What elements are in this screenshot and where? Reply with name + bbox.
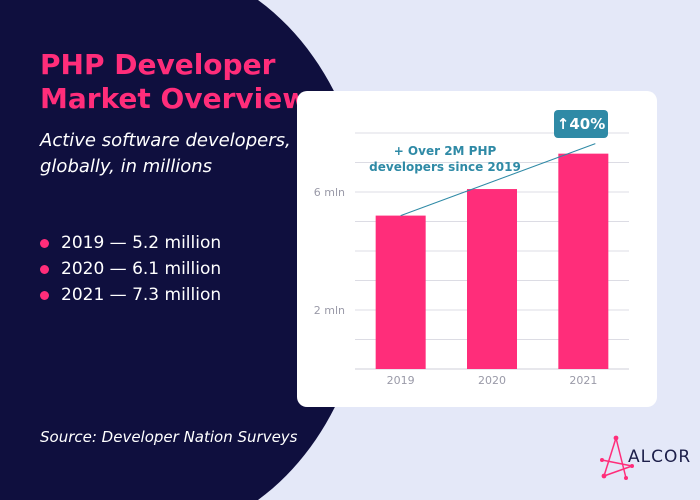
y-tick-label: 6 mln: [314, 186, 345, 199]
summary-item-label: 2019 — 5.2 million: [61, 233, 222, 253]
bullet-dot-icon: [40, 264, 49, 274]
growth-badge: ↑40%: [554, 110, 608, 138]
summary-item-2019: 2019 — 5.2 million: [40, 230, 221, 256]
x-tick-label: 2020: [478, 374, 506, 387]
logo-wordmark: ALCOR: [628, 447, 692, 467]
bar-2019: [375, 215, 426, 369]
subtitle: Active software developers, globally, in…: [40, 130, 291, 177]
bar-2020: [467, 189, 517, 369]
chart-card: 2 mln 6 mln 2019 2020 2021 + Over 2M PHP dev…: [297, 91, 657, 407]
bullet-dot-icon: [40, 290, 49, 300]
growth-annotation: + Over 2M PHP developers since 2019: [369, 144, 521, 174]
summary-item-label: 2021 — 7.3 million: [61, 285, 222, 305]
constellation-logo-icon: [600, 435, 634, 480]
summary-item-2020: 2020 — 6.1 million: [40, 256, 221, 282]
summary-list: 2019 — 5.2 million 2020 — 6.1 million 20…: [40, 230, 221, 308]
bar-chart: 2 mln 6 mln 2019 2020 2021: [314, 132, 629, 387]
summary-item-label: 2020 — 6.1 million: [61, 259, 222, 279]
bullet-dot-icon: [40, 238, 49, 248]
x-tick-label: 2019: [387, 374, 415, 387]
summary-item-2021: 2021 — 7.3 million: [40, 282, 221, 308]
alcor-logo: ALCOR: [598, 432, 690, 484]
source-note: Source: Developer Nation Surveys: [40, 428, 298, 446]
page-title: PHP Developer Market Overview: [40, 48, 309, 115]
trend-line: [400, 143, 596, 217]
y-tick-label: 2 mln: [314, 304, 345, 317]
x-tick-label: 2021: [569, 374, 597, 387]
bar-2021: [558, 153, 609, 369]
